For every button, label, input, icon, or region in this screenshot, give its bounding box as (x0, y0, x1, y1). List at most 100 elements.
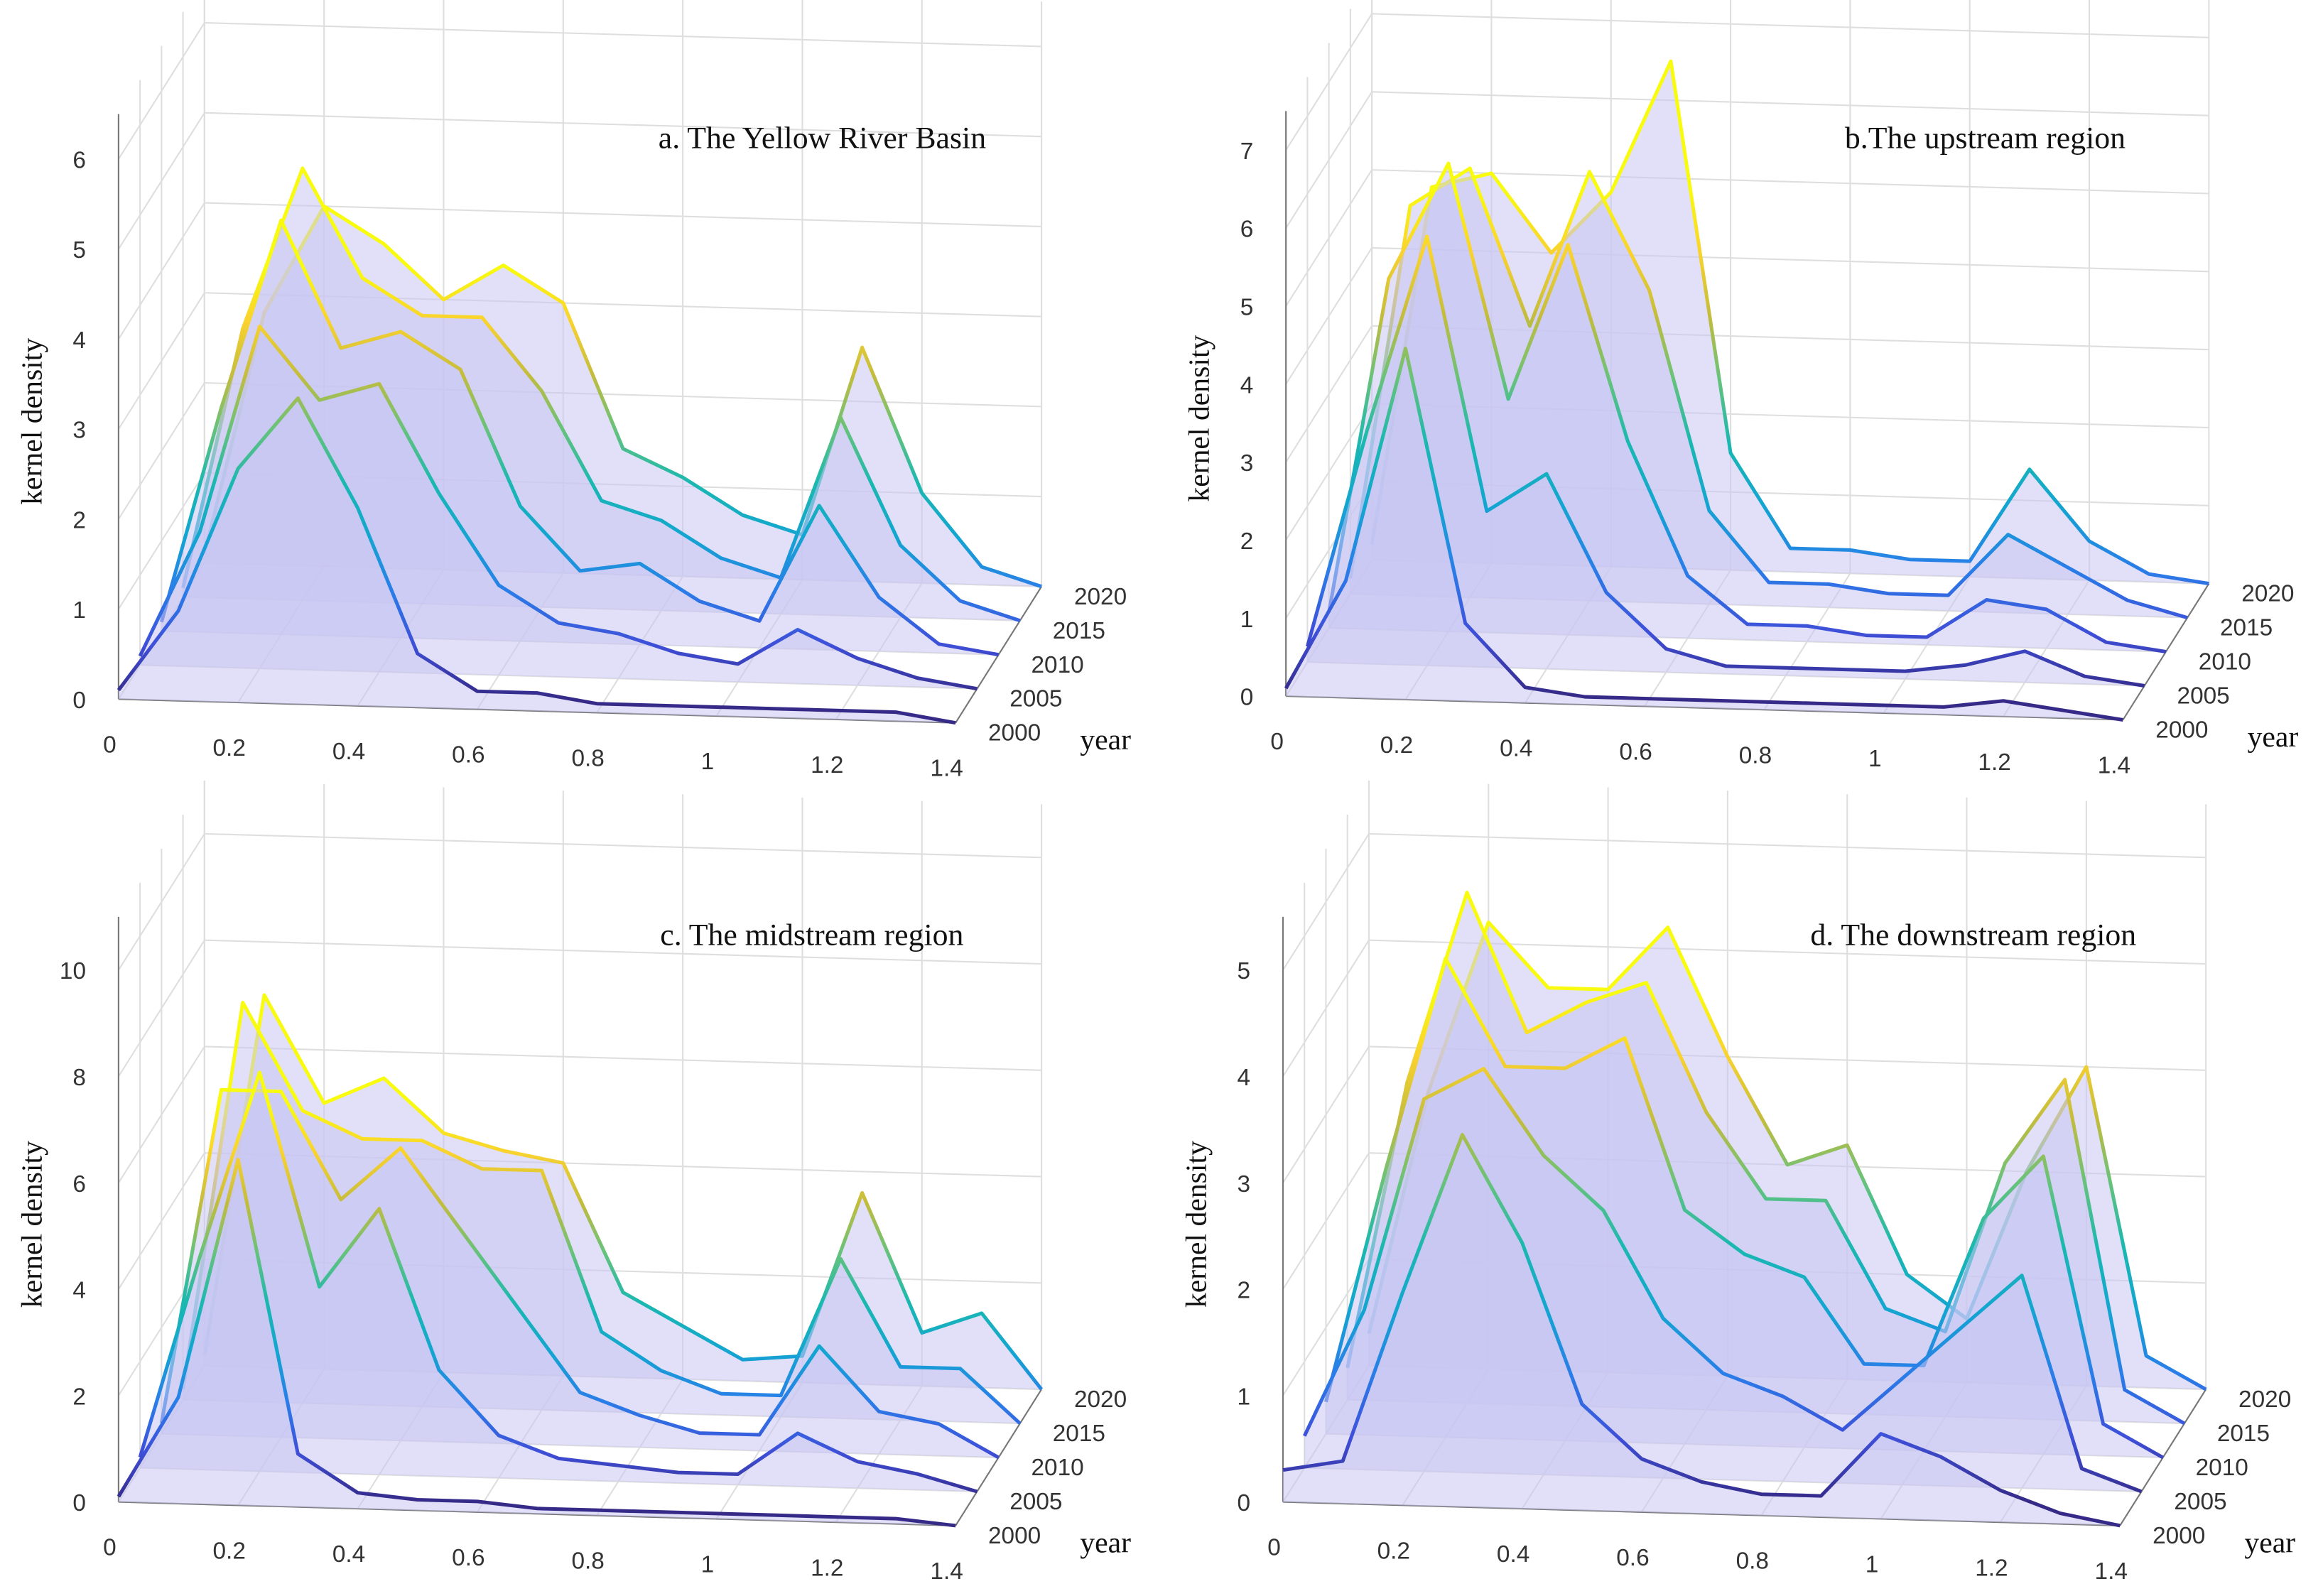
z-axis-label: kernel density (16, 1141, 48, 1308)
surface-fill (1283, 1134, 2121, 1526)
density-curve (1302, 1067, 2143, 1494)
density-curve (159, 1087, 1000, 1460)
y-tick-label: 2015 (1053, 618, 1105, 644)
x-tick-label: 0.4 (332, 1541, 365, 1568)
y-tick-label: 2020 (1074, 584, 1127, 610)
grid-line (204, 112, 1042, 138)
x-tick-label: 0 (1270, 729, 1284, 755)
x-tick-label: 0.6 (1619, 739, 1652, 766)
y-tick-label: 2000 (988, 720, 1041, 747)
z-tick-label: 0 (72, 688, 86, 714)
density-curve (202, 993, 1044, 1391)
z-tick-label: 1 (72, 597, 86, 624)
panel-title: d. The downstream region (1810, 918, 2136, 952)
grid-line (204, 832, 1042, 859)
z-tick-label: 3 (1238, 1171, 1251, 1198)
y-tick-label: 2020 (1074, 1386, 1127, 1413)
z-tick-label: 0 (1240, 685, 1254, 711)
x-tick-label: 1.2 (1978, 749, 2010, 776)
z-tick-label: 0 (72, 1490, 86, 1516)
y-tick-label: 2010 (1031, 1455, 1083, 1481)
z-tick-label: 4 (72, 327, 86, 354)
z-tick-label: 5 (1240, 294, 1254, 320)
y-tick-label: 2015 (2217, 1421, 2270, 1447)
z-tick-label: 2 (72, 507, 86, 533)
x-tick-label: 0.4 (1497, 1541, 1529, 1568)
density-curve (159, 218, 1000, 657)
x-tick-label: 0.2 (1377, 1538, 1410, 1564)
z-tick-label: 3 (1240, 450, 1254, 477)
y-tick-label: 2005 (2174, 1489, 2226, 1515)
y-axis-label: year (1080, 724, 1131, 756)
z-tick-label: 8 (72, 1065, 86, 1091)
y-tick-label: 2005 (1009, 1489, 1062, 1515)
grid-line (204, 1046, 1042, 1071)
x-tick-label: 1.4 (2098, 753, 2130, 779)
z-tick-label: 2 (1238, 1278, 1251, 1304)
z-axis-label: kernel density (1181, 1141, 1213, 1308)
x-tick-label: 1.4 (930, 756, 963, 782)
density-curve (138, 325, 978, 691)
x-tick-label: 0.2 (1380, 732, 1413, 759)
y-tick-label: 2005 (1009, 686, 1062, 712)
y-tick-label: 2015 (1053, 1421, 1105, 1447)
x-tick-label: 0.2 (213, 735, 246, 761)
density-curve (138, 1070, 978, 1494)
y-axis-label: year (2248, 721, 2299, 754)
panel: 0 0.2 0.4 0.6 0.8 1 1.2 1.4 0 1 2 3 4 5 6 7 2000 2005 2010… (1184, 0, 2299, 779)
grid-line (1372, 13, 2209, 38)
z-tick-label: 1 (1238, 1384, 1251, 1410)
z-tick-label: 2 (1240, 528, 1254, 555)
x-tick-label: 1 (1868, 746, 1882, 772)
grid-line (1372, 169, 2209, 195)
z-tick-label: 3 (72, 418, 86, 444)
x-tick-label: 0.2 (213, 1538, 246, 1564)
y-tick-label: 2000 (988, 1523, 1041, 1549)
density-curve (1345, 891, 2186, 1426)
grid-line (204, 939, 1042, 965)
panel: 0 0.2 0.4 0.6 0.8 1 1.2 1.4 0 1 2 3 4 5 2000 2005 2010 20… (1181, 780, 2295, 1585)
x-tick-label: 0.8 (571, 1548, 604, 1575)
x-tick-label: 0.6 (452, 1545, 484, 1571)
grid-line (1372, 91, 2209, 116)
z-tick-label: 6 (1240, 217, 1254, 243)
density-curve (1305, 234, 2145, 688)
panel-title: c. The midstream region (660, 918, 963, 952)
density-curve (181, 1000, 1022, 1425)
y-tick-label: 2010 (2196, 1455, 2248, 1481)
surface-fill (140, 1072, 978, 1492)
y-tick-label: 2020 (2241, 581, 2294, 607)
x-tick-label: 0.8 (1739, 742, 1772, 769)
z-tick-label: 4 (1240, 372, 1254, 398)
z-tick-label: 6 (72, 1171, 86, 1198)
z-tick-label: 4 (1238, 1065, 1251, 1091)
density-curve (1284, 347, 2123, 722)
y-tick-label: 2010 (1031, 652, 1083, 678)
x-tick-label: 0.4 (332, 739, 365, 765)
x-tick-label: 0.8 (571, 745, 604, 771)
z-tick-label: 5 (72, 237, 86, 264)
x-tick-label: 1.4 (930, 1558, 963, 1585)
density-curve (1324, 956, 2164, 1460)
x-tick-label: 0.6 (1616, 1545, 1649, 1571)
panel-title: b.The upstream region (1845, 121, 2126, 156)
surface-fill (1286, 348, 2123, 720)
surface-fill (118, 1159, 956, 1526)
surface-fill (118, 398, 956, 723)
density-curve (1348, 166, 2188, 620)
x-tick-label: 0 (103, 732, 117, 758)
grid-line (204, 202, 1042, 227)
y-tick-label: 2000 (2155, 717, 2208, 744)
density-curve (117, 396, 956, 725)
y-tick-label: 2020 (2238, 1386, 2291, 1413)
x-tick-label: 1 (701, 749, 715, 775)
x-tick-label: 0.4 (1500, 736, 1532, 762)
density-curve (181, 166, 1021, 623)
panel-title: a. The Yellow River Basin (659, 121, 986, 156)
density-curve (1327, 161, 2167, 654)
y-tick-label: 2000 (2153, 1523, 2205, 1549)
z-tick-label: 10 (60, 958, 86, 984)
x-tick-label: 1 (1866, 1551, 1879, 1578)
grid-line (1368, 832, 2206, 859)
